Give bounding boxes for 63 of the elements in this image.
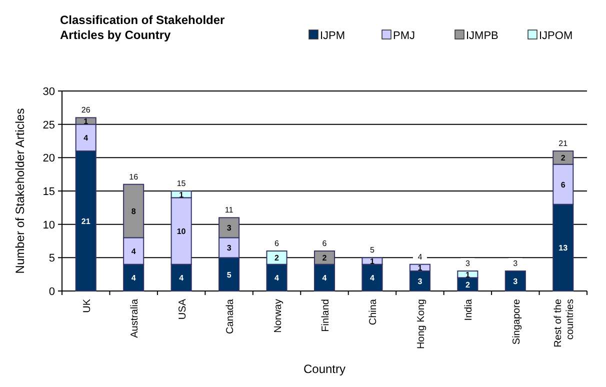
data-label: 1 xyxy=(418,264,423,273)
data-label: 1 xyxy=(84,117,89,126)
y-tick-label: 20 xyxy=(42,152,55,165)
data-label: 4 xyxy=(131,274,136,283)
data-label: 4 xyxy=(274,274,280,283)
x-tick-label: Australia xyxy=(130,298,141,338)
data-label: 4 xyxy=(370,274,375,283)
data-label: 3 xyxy=(418,277,423,286)
data-label: 3 xyxy=(226,244,232,253)
x-tick-label: China xyxy=(368,298,380,326)
data-label: 4 xyxy=(179,274,184,283)
y-tick-label: 10 xyxy=(42,219,55,232)
legend-label: IJPOM xyxy=(539,30,573,42)
data-label: 4 xyxy=(131,247,136,256)
legend-label: IJMPB xyxy=(466,30,498,42)
data-label: 2 xyxy=(274,254,280,263)
data-label: 1 xyxy=(370,257,375,266)
x-tick-label: Norway xyxy=(272,299,284,333)
total-label: 4 xyxy=(418,252,423,262)
total-label: 21 xyxy=(558,139,568,148)
data-label: 3 xyxy=(226,224,232,233)
total-label: 26 xyxy=(81,106,91,115)
data-label: 2 xyxy=(322,254,328,263)
y-tick-label: 30 xyxy=(42,86,55,98)
x-tick-label: USA xyxy=(177,298,188,320)
bar xyxy=(504,270,526,292)
x-tick-label: Rest of the countries xyxy=(553,298,576,348)
data-label: 3 xyxy=(513,277,518,286)
data-label: 21 xyxy=(81,217,91,226)
total-label: 3 xyxy=(513,259,518,268)
total-label: 5 xyxy=(370,246,375,255)
data-label: 1 xyxy=(465,270,470,280)
y-tick-label: 0 xyxy=(48,286,55,298)
x-axis-title: Country xyxy=(303,362,346,376)
x-tick-label: Hong Kong xyxy=(416,299,427,350)
y-tick-label: 25 xyxy=(42,119,55,132)
total-label: 15 xyxy=(176,179,186,188)
data-label: 1 xyxy=(179,190,184,200)
y-tick-label: 5 xyxy=(48,252,55,265)
y-axis-title: Number of Stakeholder Articles xyxy=(13,108,27,274)
data-label: 10 xyxy=(176,227,186,236)
y-tick-label: 15 xyxy=(42,186,55,198)
chart-title: Classification of Stakeholder Articles by Country xyxy=(60,13,226,42)
x-tick-label: India xyxy=(464,298,475,321)
total-label: 6 xyxy=(274,239,280,248)
x-tick-label: UK xyxy=(82,298,93,313)
legend-label: PMJ xyxy=(393,30,415,42)
data-label: 13 xyxy=(558,244,568,253)
total-label: 16 xyxy=(129,172,139,182)
data-label: 8 xyxy=(131,207,136,216)
data-label: 4 xyxy=(322,274,328,283)
data-label: 6 xyxy=(560,180,566,190)
data-label: 4 xyxy=(84,134,89,143)
total-label: 3 xyxy=(465,259,470,268)
total-label: 11 xyxy=(224,206,234,215)
x-tick-label: Singapore xyxy=(511,298,522,345)
data-label: 5 xyxy=(226,270,232,280)
x-tick-label: Canada xyxy=(225,298,236,334)
legend-label: IJPM xyxy=(320,30,346,42)
total-label: 6 xyxy=(322,239,328,248)
data-label: 2 xyxy=(465,280,470,290)
data-label: 2 xyxy=(560,154,566,163)
x-tick-label: Finland xyxy=(320,299,332,332)
